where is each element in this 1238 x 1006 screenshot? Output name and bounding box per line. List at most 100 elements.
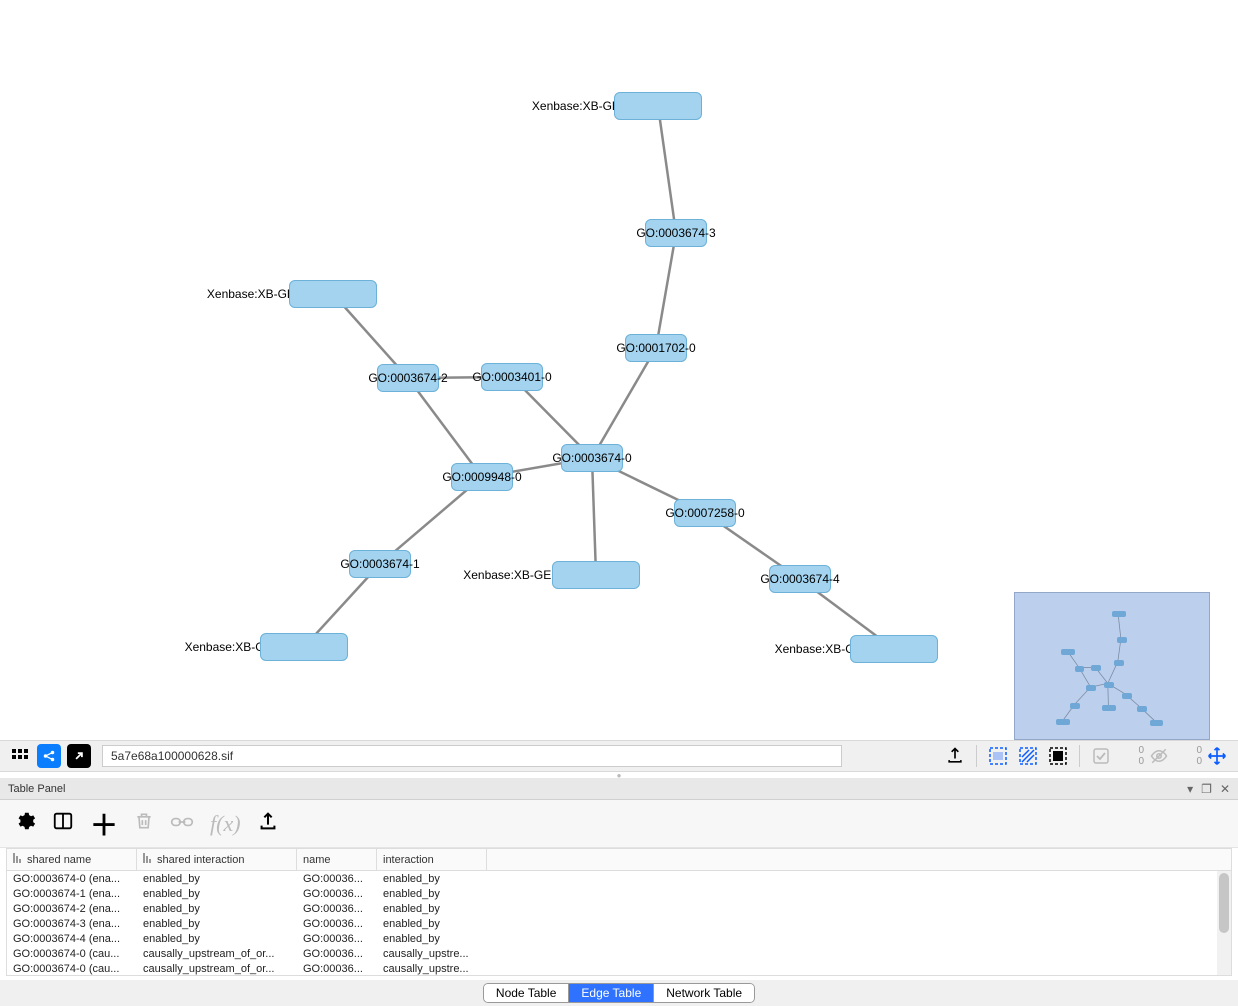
trash-icon [134,811,154,837]
network-node[interactable]: GO:0009948-0 [451,463,513,491]
stat-left-bot: 0 [1116,756,1144,767]
network-node[interactable]: GO:0003674-4 [769,565,831,593]
table-cell: GO:00036... [297,903,377,915]
network-node[interactable]: GO:0003674-0 [561,444,623,472]
table-cell: GO:0003674-1 (ena... [7,888,137,900]
table-cell: GO:00036... [297,963,377,975]
columns-icon[interactable] [52,810,74,838]
table-panel-title: Table Panel [8,783,66,795]
table-cell: enabled_by [137,873,297,885]
grid-icon[interactable] [6,742,34,770]
network-node[interactable]: GO:0003674-3 [645,219,707,247]
network-edge[interactable] [592,348,656,458]
table-cell: causally_upstream_of_or... [137,948,297,960]
tab-network-table[interactable]: Network Table [654,984,754,1002]
canvas-toolbar: 5a7e68a100000628.sif 0 0 0 0 [0,740,1238,772]
table-row[interactable]: GO:0003674-4 (ena...enabled_byGO:00036..… [7,931,1231,946]
stat-right: 0 0 [1174,745,1202,767]
network-node[interactable]: GO:0003401-0 [481,363,543,391]
network-node[interactable]: GO:0001702-0 [625,334,687,362]
column-label: shared interaction [157,854,244,866]
table-cell: GO:0003674-0 (ena... [7,873,137,885]
table-body: GO:0003674-0 (ena...enabled_byGO:00036..… [7,871,1231,975]
table-row[interactable]: GO:0003674-1 (ena...enabled_byGO:00036..… [7,886,1231,901]
tab-edge-table[interactable]: Edge Table [569,984,654,1002]
table-row[interactable]: GO:0003674-0 (cau...causally_upstream_of… [7,946,1231,961]
table-cell: GO:0003674-4 (ena... [7,933,137,945]
checkbox-icon[interactable] [1088,743,1114,769]
tab-node-table[interactable]: Node Table [484,984,570,1002]
share-icon[interactable] [37,744,61,768]
table-cell: GO:0003674-0 (cau... [7,963,137,975]
stat-right-bot: 0 [1174,756,1202,767]
table-cell: GO:00036... [297,873,377,885]
network-edge[interactable] [656,233,676,348]
network-edge[interactable] [592,458,596,575]
column-header-name[interactable]: name [297,849,377,870]
table-panel-header: Table Panel ▾ ❐ ✕ [0,778,1238,800]
link-icon [170,811,194,837]
network-node[interactable]: GO:0003674-2 [377,364,439,392]
table-cell: GO:00036... [297,918,377,930]
visibility-icon[interactable] [1146,743,1172,769]
table-toolbar: ＋ f(x) [0,800,1238,848]
minimize-icon[interactable]: ▾ [1187,782,1193,796]
table-cell: enabled_by [377,933,487,945]
stat-left: 0 0 [1116,745,1144,767]
network-edge[interactable] [658,106,676,233]
network-node[interactable] [260,633,348,661]
data-table: shared name shared interaction name interac… [6,848,1232,976]
network-node[interactable]: GO:0007258-0 [674,499,736,527]
stat-right-top: 0 [1174,745,1202,756]
network-node[interactable]: GO:0003674-1 [349,550,411,578]
table-cell: GO:00036... [297,888,377,900]
table-cell: enabled_by [377,888,487,900]
move-icon[interactable] [1204,743,1230,769]
table-cell: GO:0003674-2 (ena... [7,903,137,915]
network-minimap[interactable] [1014,592,1210,740]
table-cell: enabled_by [137,903,297,915]
export-icon[interactable] [942,743,968,769]
column-label: name [303,854,331,866]
select-filled-icon[interactable] [1045,743,1071,769]
network-node[interactable] [614,92,702,120]
restore-icon[interactable]: ❐ [1201,782,1212,796]
sort-icon [13,853,23,866]
table-cell: enabled_by [137,933,297,945]
table-cell: enabled_by [137,888,297,900]
table-cell: enabled_by [377,903,487,915]
table-cell: enabled_by [377,918,487,930]
column-label: shared name [27,854,91,866]
fx-icon: f(x) [210,811,241,837]
file-path-text: 5a7e68a100000628.sif [111,749,233,763]
network-node[interactable] [289,280,377,308]
network-node[interactable] [850,635,938,663]
column-label: interaction [383,854,434,866]
table-row[interactable]: GO:0003674-2 (ena...enabled_byGO:00036..… [7,901,1231,916]
network-node[interactable] [552,561,640,589]
table-tabs: Node TableEdge TableNetwork Table [0,980,1238,1006]
close-icon[interactable]: ✕ [1220,782,1230,796]
file-path-field[interactable]: 5a7e68a100000628.sif [102,745,842,767]
table-row[interactable]: GO:0003674-0 (ena...enabled_byGO:00036..… [7,871,1231,886]
table-cell: enabled_by [377,873,487,885]
table-row[interactable]: GO:0003674-3 (ena...enabled_byGO:00036..… [7,916,1231,931]
add-icon[interactable]: ＋ [90,804,118,844]
table-cell: GO:0003674-0 (cau... [7,948,137,960]
select-rect-icon[interactable] [985,743,1011,769]
table-scrollbar[interactable] [1217,871,1231,975]
scrollbar-thumb[interactable] [1219,873,1229,933]
sort-icon [143,853,153,866]
column-header-interaction[interactable]: interaction [377,849,487,870]
table-cell: GO:0003674-3 (ena... [7,918,137,930]
table-cell: causally_upstre... [377,948,487,960]
column-header-shared_interaction[interactable]: shared interaction [137,849,297,870]
table-row[interactable]: GO:0003674-0 (cau...causally_upstream_of… [7,961,1231,975]
column-header-shared_name[interactable]: shared name [7,849,137,870]
popout-icon[interactable] [67,744,91,768]
gear-icon[interactable] [14,810,36,838]
export-table-icon[interactable] [257,810,279,838]
table-cell: enabled_by [137,918,297,930]
select-diagonal-icon[interactable] [1015,743,1041,769]
table-header-row: shared name shared interaction name interac… [7,849,1231,871]
